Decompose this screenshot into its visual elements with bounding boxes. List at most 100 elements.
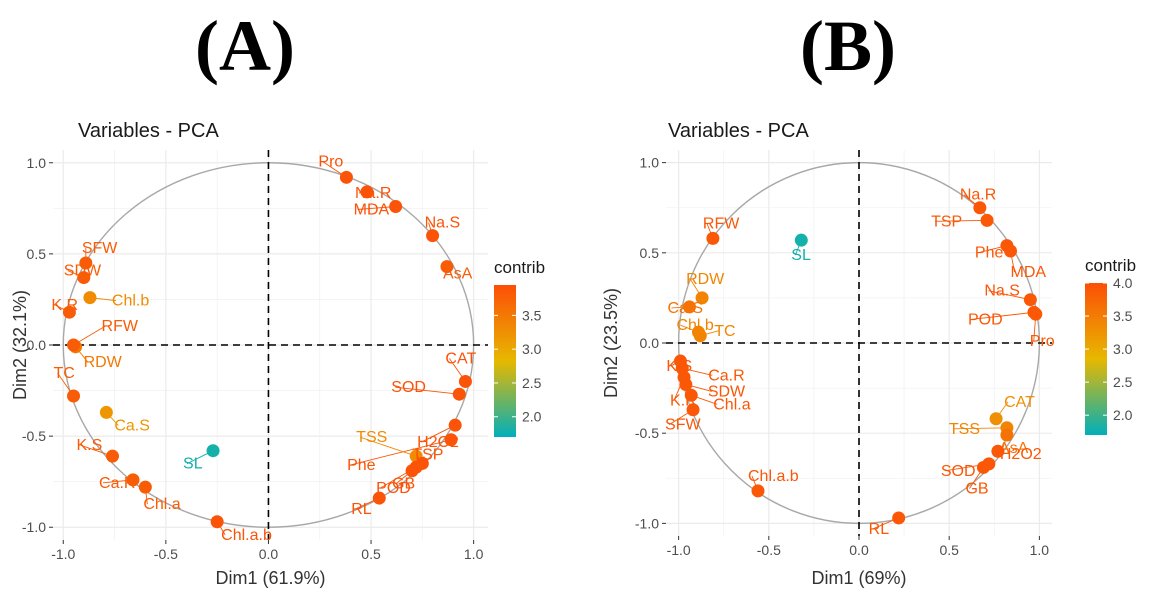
legend-tick-label: 2.5 (522, 375, 542, 391)
variable-label: Phe (975, 245, 1004, 262)
x-tick-label: 0.0 (259, 546, 279, 562)
variable-label: RFW (703, 215, 740, 232)
legend-tick-label: 3.0 (522, 341, 542, 357)
variable-label: Chl.a (143, 496, 180, 513)
x-tick-label: -0.5 (757, 542, 781, 558)
label-leader-line (395, 386, 460, 395)
variable-label: GB (392, 476, 415, 493)
variable-label: CAT (1004, 394, 1035, 411)
variable-point (440, 260, 454, 274)
variable-label: SL (791, 247, 811, 264)
plot-title: Variables - PCA (78, 120, 219, 142)
y-tick-label: -1.0 (22, 519, 46, 535)
variable-point (1000, 428, 1014, 442)
label-leader-line (360, 436, 417, 457)
variable-label: MDA (1011, 264, 1047, 281)
y-tick-label: 0.5 (27, 246, 47, 262)
variable-point (1029, 307, 1043, 321)
variable-point (138, 480, 152, 494)
variable-label: RDW (84, 354, 123, 371)
x-tick-label: 0.5 (361, 546, 381, 562)
panel-label-b: (B) (800, 6, 896, 86)
variable-point (684, 388, 698, 402)
x-tick-label: 1.0 (1030, 542, 1050, 558)
variable-point (973, 201, 987, 215)
variable-label: TSP (412, 446, 443, 463)
variable-label: SL (183, 456, 203, 473)
variable-label: Na.S (425, 215, 461, 232)
y-tick-label: 1.0 (27, 155, 47, 171)
variable-label: Chl.a (713, 396, 750, 413)
x-tick-label: -1.0 (667, 542, 691, 558)
variable-label: AsA (443, 266, 473, 283)
variable-point (206, 444, 220, 458)
label-leader-line (379, 466, 417, 489)
variable-point (980, 213, 994, 227)
variable-point (751, 484, 765, 498)
y-tick-label: 0.0 (27, 337, 47, 353)
legend-tick-label: 2.0 (1113, 407, 1133, 423)
variable-label: MDA (354, 201, 390, 218)
x-tick-label: 1.0 (464, 546, 484, 562)
x-axis-label: Dim1 (69%) (811, 568, 906, 588)
variable-label: SFW (665, 417, 701, 434)
legend-tick-label: 3.0 (1113, 341, 1133, 357)
variable-point (991, 444, 1005, 458)
variable-point (448, 418, 462, 432)
variable-label: Ca.S (667, 300, 703, 317)
pca-plot-b: -1.0 -0.5 0.0 0.5 1.0 -1.0 -0.5 0.0 0.5 1.0 Variab… (601, 120, 1136, 588)
legend-colorbar (494, 285, 516, 437)
y-tick-label: 0.0 (640, 335, 660, 351)
legend-tick-label: 3.5 (1113, 308, 1133, 324)
variable-label: SFW (82, 240, 118, 257)
label-leader-line (350, 439, 452, 466)
variable-point (892, 511, 906, 525)
legend-tick-label: 2.5 (1113, 374, 1133, 390)
pca-plot-a: -1.0 -0.5 0.0 0.5 1.0 -1.0 -0.5 0.0 0.5 1.0 Variab… (10, 120, 545, 588)
variable-label: TC (714, 323, 735, 340)
variable-label: TSS (949, 421, 980, 438)
legend-title: contrib (1085, 256, 1136, 275)
variable-point (67, 389, 81, 403)
legend-tick-label: 2.0 (522, 409, 542, 425)
variable-point (83, 291, 97, 305)
legend-title: contrib (494, 258, 545, 277)
variable-point (126, 473, 140, 487)
panel-label-a: (A) (195, 6, 295, 86)
legend-tick-label: 3.5 (522, 307, 542, 323)
variable-label: Chl.a.b (221, 527, 272, 544)
y-axis-label: Dim2 (32.1%) (10, 290, 30, 400)
variable-label: AsA (999, 440, 1029, 457)
variable-label: RL (351, 501, 372, 518)
plot-title: Variables - PCA (668, 120, 809, 142)
variable-label: POD (376, 480, 411, 497)
variable-label: TC (54, 365, 75, 382)
y-tick-label: -0.5 (635, 425, 659, 441)
legend-tick-label: 4.0 (1113, 275, 1133, 291)
variable-label: SOD (941, 463, 976, 480)
variable-point (99, 405, 113, 419)
variable-label: Na.R (355, 185, 391, 202)
variable-point (409, 460, 423, 474)
y-axis-label: Dim2 (23.5%) (601, 288, 621, 398)
variable-point (458, 374, 472, 388)
variable-label: POD (968, 311, 1003, 328)
variable-point (360, 185, 374, 199)
variable-label: Ca.R (708, 367, 744, 384)
variable-point (339, 170, 353, 184)
variable-point (794, 233, 808, 247)
variable-label: RFW (102, 318, 139, 335)
variable-point (1023, 293, 1037, 307)
label-leader-line (952, 427, 1007, 430)
variable-point (444, 433, 458, 447)
variable-point (67, 338, 81, 352)
variable-label: RDW (686, 271, 725, 288)
variable-label: Chl.a.b (748, 468, 799, 485)
y-tick-label: -0.5 (22, 428, 46, 444)
label-leader-line (935, 219, 988, 222)
variable-label: Chl.b (112, 293, 149, 310)
variable-point (372, 491, 386, 505)
legend-colorbar (1085, 283, 1107, 435)
y-tick-label: 0.5 (640, 245, 660, 261)
